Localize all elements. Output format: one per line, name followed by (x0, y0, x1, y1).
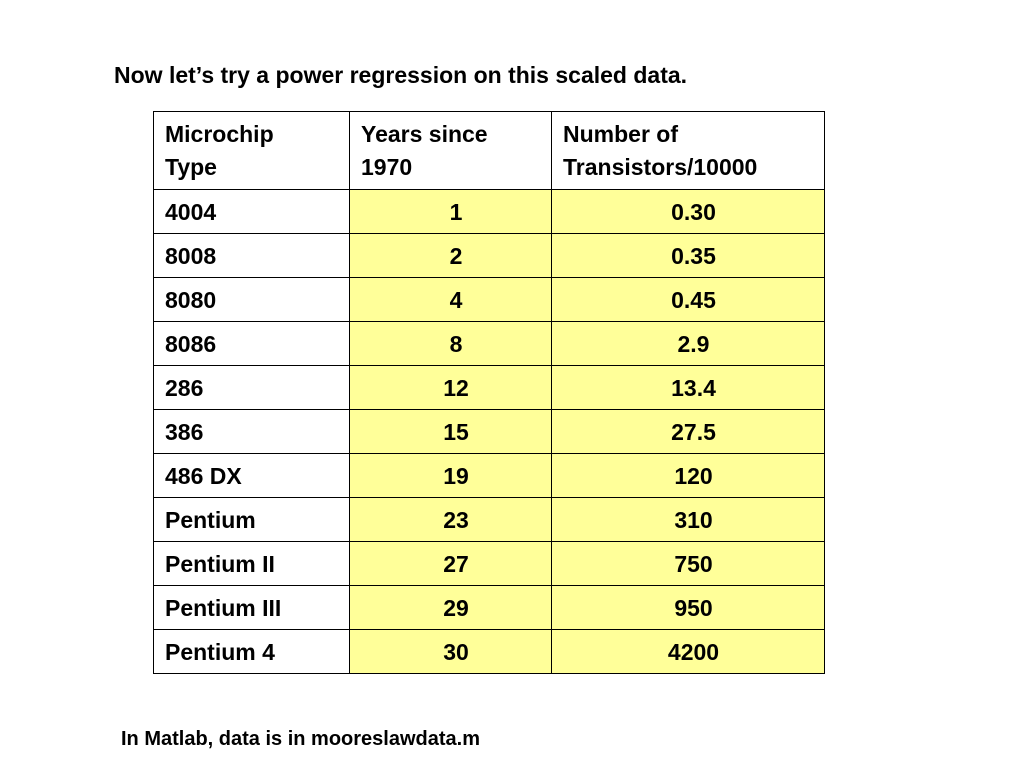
cell-transistors: 0.45 (551, 277, 825, 322)
cell-transistors: 0.35 (551, 233, 825, 278)
cell-years: 12 (349, 365, 552, 410)
cell-years: 29 (349, 585, 552, 630)
cell-years: 27 (349, 541, 552, 586)
cell-years: 19 (349, 453, 552, 498)
cell-years: 2 (349, 233, 552, 278)
table-row: Pentium III 29 950 (153, 585, 825, 630)
table-row: Pentium II 27 750 (153, 541, 825, 586)
microchip-table: Microchip Type Years since 1970 Number o… (153, 111, 825, 674)
table-row: 8008 2 0.35 (153, 233, 825, 278)
header-years-since: Years since 1970 (349, 111, 552, 190)
header-transistors-line1: Number of (563, 120, 678, 147)
cell-chip: 8080 (153, 277, 350, 322)
cell-years: 23 (349, 497, 552, 542)
cell-transistors: 750 (551, 541, 825, 586)
cell-years: 15 (349, 409, 552, 454)
cell-chip: 4004 (153, 189, 350, 234)
cell-chip: Pentium III (153, 585, 350, 630)
header-years-since-line1: Years since (361, 120, 488, 147)
table-row: 8080 4 0.45 (153, 277, 825, 322)
table-row: Pentium 4 30 4200 (153, 629, 825, 674)
cell-chip: 286 (153, 365, 350, 410)
header-microchip-type-line2: Type (165, 153, 217, 180)
header-number-of-transistors: Number of Transistors/10000 (551, 111, 825, 190)
cell-years: 30 (349, 629, 552, 674)
footer-note: In Matlab, data is in mooreslawdata.m (121, 728, 480, 750)
cell-chip: Pentium (153, 497, 350, 542)
cell-transistors: 13.4 (551, 365, 825, 410)
cell-transistors: 0.30 (551, 189, 825, 234)
table-row: 4004 1 0.30 (153, 189, 825, 234)
table-row: 386 15 27.5 (153, 409, 825, 454)
cell-chip: Pentium 4 (153, 629, 350, 674)
cell-transistors: 120 (551, 453, 825, 498)
header-microchip-type: Microchip Type (153, 111, 350, 190)
header-years-since-line2: 1970 (361, 153, 413, 180)
header-microchip-type-line1: Microchip (165, 120, 274, 147)
cell-chip: 386 (153, 409, 350, 454)
table-row: 486 DX 19 120 (153, 453, 825, 498)
cell-chip: Pentium II (153, 541, 350, 586)
cell-chip: 486 DX (153, 453, 350, 498)
cell-chip: 8008 (153, 233, 350, 278)
cell-years: 8 (349, 321, 552, 366)
cell-chip: 8086 (153, 321, 350, 366)
cell-years: 4 (349, 277, 552, 322)
cell-transistors: 2.9 (551, 321, 825, 366)
slide-title: Now let’s try a power regression on this… (114, 62, 688, 88)
cell-transistors: 27.5 (551, 409, 825, 454)
cell-transistors: 4200 (551, 629, 825, 674)
cell-years: 1 (349, 189, 552, 234)
cell-transistors: 310 (551, 497, 825, 542)
table-row: 8086 8 2.9 (153, 321, 825, 366)
table-row: 286 12 13.4 (153, 365, 825, 410)
header-transistors-line2: Transistors/10000 (563, 153, 758, 180)
table-header-row: Microchip Type Years since 1970 Number o… (153, 111, 825, 190)
cell-transistors: 950 (551, 585, 825, 630)
table-row: Pentium 23 310 (153, 497, 825, 542)
